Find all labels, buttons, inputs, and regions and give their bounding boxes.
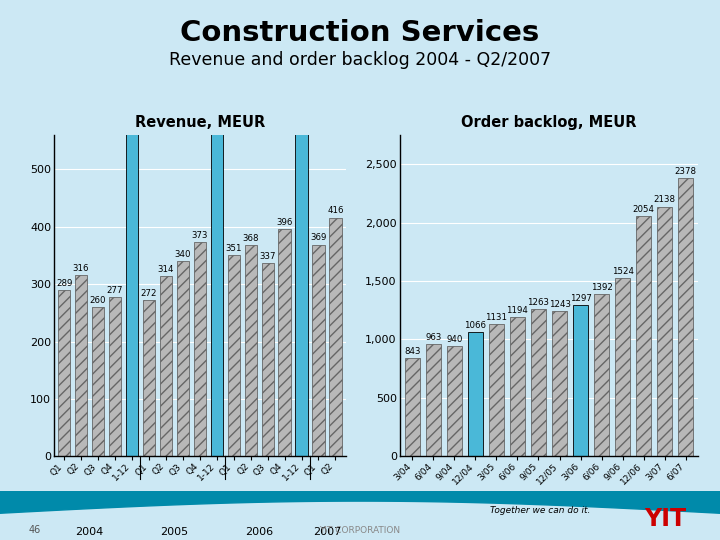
Text: 1066: 1066 — [464, 321, 486, 329]
Text: 316: 316 — [73, 264, 89, 273]
Text: 1131: 1131 — [485, 313, 508, 322]
Bar — [194, 242, 206, 456]
Text: 2006: 2006 — [245, 527, 273, 537]
Bar — [468, 332, 483, 456]
Text: 337: 337 — [259, 252, 276, 261]
Text: YIT CORPORATION: YIT CORPORATION — [320, 525, 400, 535]
Bar — [126, 0, 138, 456]
Text: Together we can do it.: Together we can do it. — [490, 506, 590, 515]
Bar — [573, 305, 588, 456]
Text: 314: 314 — [158, 265, 174, 274]
Text: 396: 396 — [276, 218, 293, 227]
Bar — [143, 300, 155, 456]
Bar — [228, 255, 240, 456]
Text: 1392: 1392 — [590, 282, 613, 292]
Bar — [176, 261, 189, 456]
Text: 277: 277 — [107, 286, 123, 295]
Bar — [426, 344, 441, 456]
Bar — [160, 276, 172, 456]
Bar — [245, 245, 257, 456]
Bar — [615, 278, 630, 456]
Text: 2005: 2005 — [161, 527, 189, 537]
Title: Revenue, MEUR: Revenue, MEUR — [135, 114, 265, 130]
Title: Order backlog, MEUR: Order backlog, MEUR — [462, 114, 636, 130]
Bar — [211, 0, 223, 456]
Bar — [405, 358, 420, 456]
Text: 2004: 2004 — [76, 527, 104, 537]
Text: 2054: 2054 — [633, 205, 654, 214]
Bar — [58, 291, 71, 456]
Text: Revenue and order backlog 2004 - Q2/2007: Revenue and order backlog 2004 - Q2/2007 — [169, 51, 551, 69]
Text: 369: 369 — [310, 233, 327, 242]
Text: 272: 272 — [140, 289, 157, 298]
Text: Construction Services: Construction Services — [181, 19, 539, 47]
Text: 46: 46 — [29, 524, 41, 535]
Bar — [489, 324, 504, 456]
Text: 340: 340 — [174, 250, 191, 259]
Text: 373: 373 — [192, 231, 208, 240]
Text: 1194: 1194 — [506, 306, 528, 315]
Text: 260: 260 — [90, 296, 107, 305]
Bar — [295, 0, 307, 456]
Text: 963: 963 — [425, 333, 441, 342]
Bar — [329, 218, 341, 456]
Bar — [594, 294, 609, 456]
Text: 416: 416 — [327, 206, 343, 215]
Text: 1263: 1263 — [528, 298, 549, 307]
Text: 2378: 2378 — [675, 167, 697, 177]
Text: 2007: 2007 — [312, 527, 341, 537]
Bar — [531, 309, 546, 456]
Text: YIT: YIT — [644, 508, 687, 531]
Text: 1524: 1524 — [612, 267, 634, 276]
Text: 289: 289 — [56, 279, 72, 288]
Bar — [510, 317, 525, 456]
Bar — [446, 347, 462, 456]
Text: 1297: 1297 — [570, 294, 592, 302]
Text: 368: 368 — [243, 234, 259, 243]
Text: 2138: 2138 — [654, 195, 676, 205]
Text: 940: 940 — [446, 335, 462, 345]
Text: 351: 351 — [225, 244, 242, 253]
Bar — [75, 275, 87, 456]
Bar — [92, 307, 104, 456]
Bar — [552, 311, 567, 456]
Bar — [636, 217, 652, 456]
Text: 1243: 1243 — [549, 300, 570, 309]
Bar — [312, 245, 325, 456]
Bar — [109, 298, 121, 456]
Bar — [678, 178, 693, 456]
Bar — [279, 229, 291, 456]
Bar — [657, 206, 672, 456]
Text: 843: 843 — [404, 347, 420, 356]
Bar — [261, 263, 274, 456]
